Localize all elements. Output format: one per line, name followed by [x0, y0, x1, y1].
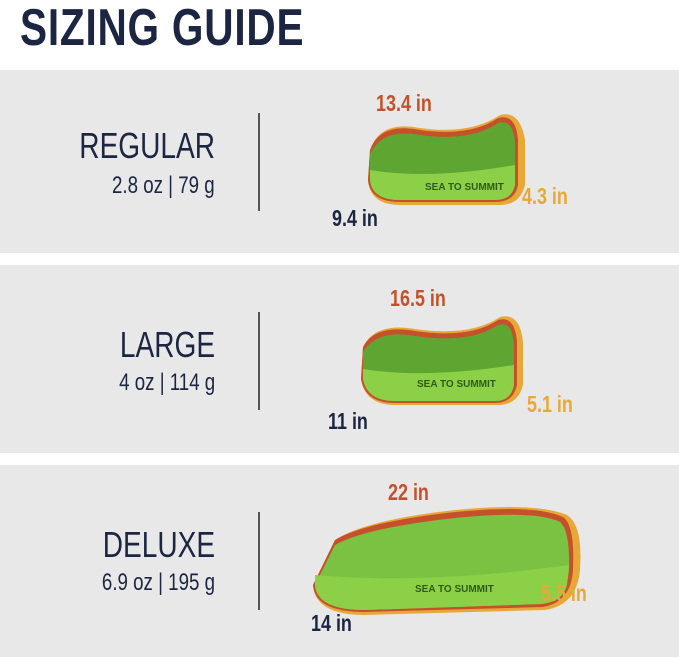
length-label: 22 in: [388, 479, 429, 505]
height-label: 5.5 in: [541, 580, 587, 606]
svg-text:SEA TO SUMMIT: SEA TO SUMMIT: [417, 379, 496, 390]
divider: [258, 512, 260, 610]
width-label: 14 in: [311, 610, 352, 636]
size-panel-deluxe: DELUXE 6.9 oz | 195 g SEA TO SUMMIT 22 i…: [0, 465, 679, 657]
svg-text:SEA TO SUMMIT: SEA TO SUMMIT: [415, 584, 494, 595]
pillow-large-image: SEA TO SUMMIT: [361, 316, 523, 405]
page-title: SIZING GUIDE: [20, 0, 305, 57]
height-label: 5.1 in: [527, 391, 573, 417]
pillow-regular-image: SEA TO SUMMIT: [368, 114, 525, 205]
length-label: 16.5 in: [390, 285, 446, 311]
size-name: DELUXE: [102, 524, 215, 565]
size-name: LARGE: [119, 324, 215, 365]
brand-logo: SEA TO SUMMIT: [425, 182, 504, 193]
width-label: 9.4 in: [332, 205, 378, 231]
divider: [258, 113, 260, 211]
length-label: 13.4 in: [376, 90, 432, 116]
size-weight: 4 oz | 114 g: [118, 369, 215, 396]
divider: [258, 312, 260, 410]
height-label: 4.3 in: [522, 183, 568, 209]
size-weight: 2.8 oz | 79 g: [112, 172, 215, 199]
size-name: REGULAR: [79, 125, 215, 166]
pillow-deluxe-image: SEA TO SUMMIT: [313, 506, 581, 615]
size-panel-regular: REGULAR 2.8 oz | 79 g SEA TO SUMMIT 13.4…: [0, 70, 679, 253]
size-panel-large: LARGE 4 oz | 114 g SEA TO SUMMIT 16.5 in…: [0, 265, 679, 453]
width-label: 11 in: [328, 408, 368, 434]
size-weight: 6.9 oz | 195 g: [101, 569, 215, 596]
